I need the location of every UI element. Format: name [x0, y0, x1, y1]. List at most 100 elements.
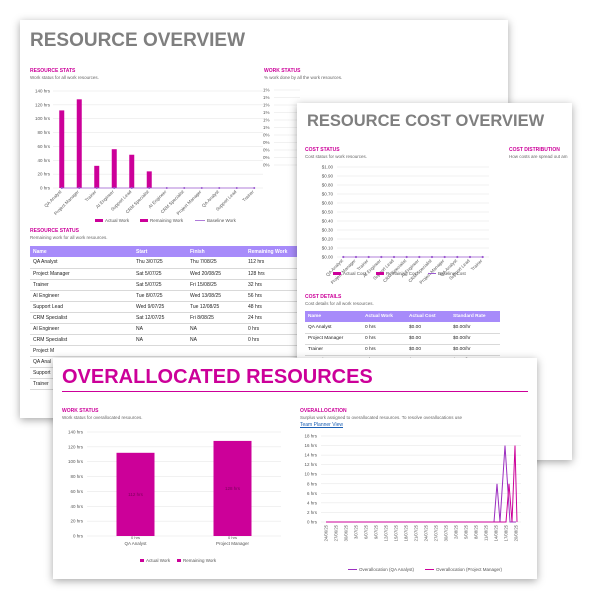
- y-tick-label: 40 hrs: [37, 158, 50, 163]
- column-header[interactable]: Actual Cost: [409, 314, 436, 319]
- table-row[interactable]: QA Analyst Thu 3/07/25 Thu 7/08/25 112 hrs: [30, 257, 320, 268]
- column-header[interactable]: Start: [136, 248, 148, 255]
- table-row[interactable]: CRM Specialist NA NA 0 hrs: [30, 334, 320, 345]
- x-tick-label: 24/07/25: [424, 524, 429, 541]
- table-row[interactable]: Project Manager 0 hrs $0.00 $0.00/hr: [305, 333, 500, 344]
- y-tick-label: 80 hrs: [70, 474, 83, 479]
- x-tick-label: 18/07/25: [404, 524, 409, 541]
- table-cell: Wed 13/08/25: [190, 292, 222, 299]
- y-tick-label: $0.10: [322, 246, 334, 251]
- legend-label: Actual Work: [146, 558, 171, 563]
- y-tick-label: 0 hrs: [40, 186, 51, 191]
- section-title: COST DETAILS: [305, 294, 342, 300]
- section-title: WORK STATUS: [264, 68, 301, 74]
- legend-swatch: [95, 219, 103, 222]
- y-tick-label: 60 hrs: [37, 144, 50, 149]
- table-cell: Trainer: [33, 281, 49, 288]
- page-title: RESOURCE OVERVIEW: [30, 30, 246, 51]
- table-cell: Support: [33, 369, 51, 376]
- x-tick-label: 21/07/25: [414, 524, 419, 541]
- column-header[interactable]: Actual Work: [365, 314, 393, 319]
- column-header[interactable]: Standard Rate: [453, 314, 486, 319]
- y-tick-label: 0%: [263, 163, 270, 168]
- table-cell: Project Manager: [33, 270, 70, 277]
- table-cell: QA Analyst: [308, 324, 332, 330]
- table-cell: Fri 15/08/25: [190, 281, 217, 288]
- table-row[interactable]: Trainer 0 hrs $0.00 $0.00/hr: [305, 344, 500, 355]
- x-tick-label: 30/07/25: [444, 524, 449, 541]
- table-cell: 32 hrs: [248, 281, 262, 288]
- table-row[interactable]: Project Manager Sat 5/07/25 Wed 20/08/25 12…: [30, 268, 320, 279]
- y-tick-label: 140 hrs: [68, 430, 84, 435]
- baseline-cost-point: [342, 255, 345, 259]
- column-header[interactable]: Name: [33, 248, 47, 255]
- table-row[interactable]: AI Engineer NA NA 0 hrs: [30, 323, 320, 334]
- table-row[interactable]: AI Engineer Tue 8/07/25 Wed 13/08/25 56 hrs: [30, 290, 320, 301]
- y-tick-label: 4 hrs: [307, 500, 318, 505]
- table-cell: [190, 345, 248, 356]
- x-tick-label: 27/06/25: [334, 524, 339, 541]
- column-header[interactable]: Name: [308, 314, 322, 319]
- y-tick-label: 6 hrs: [307, 491, 318, 496]
- y-tick-label: 1%: [263, 103, 270, 108]
- x-tick-label: 9/07/25: [374, 524, 379, 539]
- table-cell: Tue 8/07/25: [136, 292, 163, 299]
- x-tick-label: Project Manager: [216, 541, 250, 546]
- table-row[interactable]: QA Analyst 0 hrs $0.00 $0.00/hr: [305, 322, 500, 333]
- x-tick-label: 24/06/25: [324, 524, 329, 541]
- baseline-point: [130, 187, 133, 189]
- y-tick-label: $0.00: [322, 255, 334, 260]
- y-tick-label: 20 hrs: [37, 172, 50, 177]
- baseline-point: [60, 187, 63, 189]
- y-tick-label: 0%: [263, 140, 270, 145]
- x-tick-label: QA Analyst: [124, 541, 147, 546]
- table-row[interactable]: CRM Specialist Sat 12/07/25 Fri 8/08/25 24 …: [30, 312, 320, 323]
- section-subtitle: Work status for overallocated resources.: [62, 415, 143, 420]
- column-header[interactable]: Finish: [190, 248, 205, 255]
- y-tick-label: 16 hrs: [304, 443, 317, 448]
- column-header[interactable]: Remaining Work: [248, 248, 288, 255]
- baseline-cost-point: [430, 255, 434, 259]
- baseline-point: [200, 187, 203, 189]
- y-tick-label: 10 hrs: [304, 472, 317, 477]
- table-cell: 0 hrs: [365, 347, 376, 352]
- table-cell: 56 hrs: [248, 292, 262, 299]
- overallocation-chart: 0 hrs 2 hrs 4 hrs 6 hrs 8 hrs 10 hrs 12 hrs 14 …: [304, 434, 521, 572]
- y-tick-label: 0%: [263, 148, 270, 153]
- legend-label: Actual Work: [105, 218, 130, 223]
- section-subtitle: Cost status for work resources.: [305, 154, 368, 159]
- overallocated-sheet: OVERALLOCATED RESOURCES WORK STATUS Work…: [53, 358, 537, 579]
- resource-status-table: Name Start Finish Remaining Work QA Anal…: [30, 246, 320, 390]
- y-tick-label: 0%: [263, 155, 270, 160]
- table-cell: Sat 5/07/25: [136, 270, 162, 277]
- baseline-point: [165, 187, 168, 189]
- table-row[interactable]: Project M: [30, 345, 320, 356]
- baseline-point: [113, 187, 116, 189]
- section-title: RESOURCE STATS: [30, 68, 76, 74]
- table-cell: CRM Specialist: [33, 336, 68, 343]
- x-tick-label: Trainer: [470, 258, 484, 272]
- baseline-point: [218, 187, 221, 189]
- legend-swatch: [177, 559, 181, 562]
- y-tick-label: 120 hrs: [68, 444, 84, 449]
- section-title: COST DISTRIBUTION: [509, 147, 560, 153]
- bar-value-label: 0 hrs: [131, 535, 140, 540]
- baseline-point: [78, 187, 81, 189]
- legend-swatch: [140, 219, 148, 222]
- y-tick-label: $0.90: [322, 174, 334, 179]
- y-tick-label: $0.50: [322, 210, 334, 215]
- table-cell: [136, 345, 190, 356]
- resource-stats-chart: 0 hrs 20 hrs 40 hrs 60 hrs 80 hrs 100 hrs 120 …: [35, 89, 263, 223]
- baseline-cost-point: [456, 255, 459, 259]
- table-cell: AI Engineer: [33, 325, 60, 332]
- x-tick-label: Trainer: [241, 189, 255, 203]
- baseline-cost-point: [468, 255, 472, 259]
- table-cell: 0 hrs: [365, 336, 376, 341]
- baseline-point: [148, 187, 151, 189]
- team-planner-link[interactable]: Team Planner View: [300, 422, 343, 428]
- y-tick-label: 100 hrs: [68, 459, 84, 464]
- baseline-cost-point: [367, 255, 370, 259]
- bar: [59, 110, 65, 188]
- table-row[interactable]: Trainer Sat 5/07/25 Fri 15/08/25 32 hrs: [30, 279, 320, 290]
- table-row[interactable]: Support Lead Wed 9/07/25 Tue 12/08/25 48 hr…: [30, 301, 320, 312]
